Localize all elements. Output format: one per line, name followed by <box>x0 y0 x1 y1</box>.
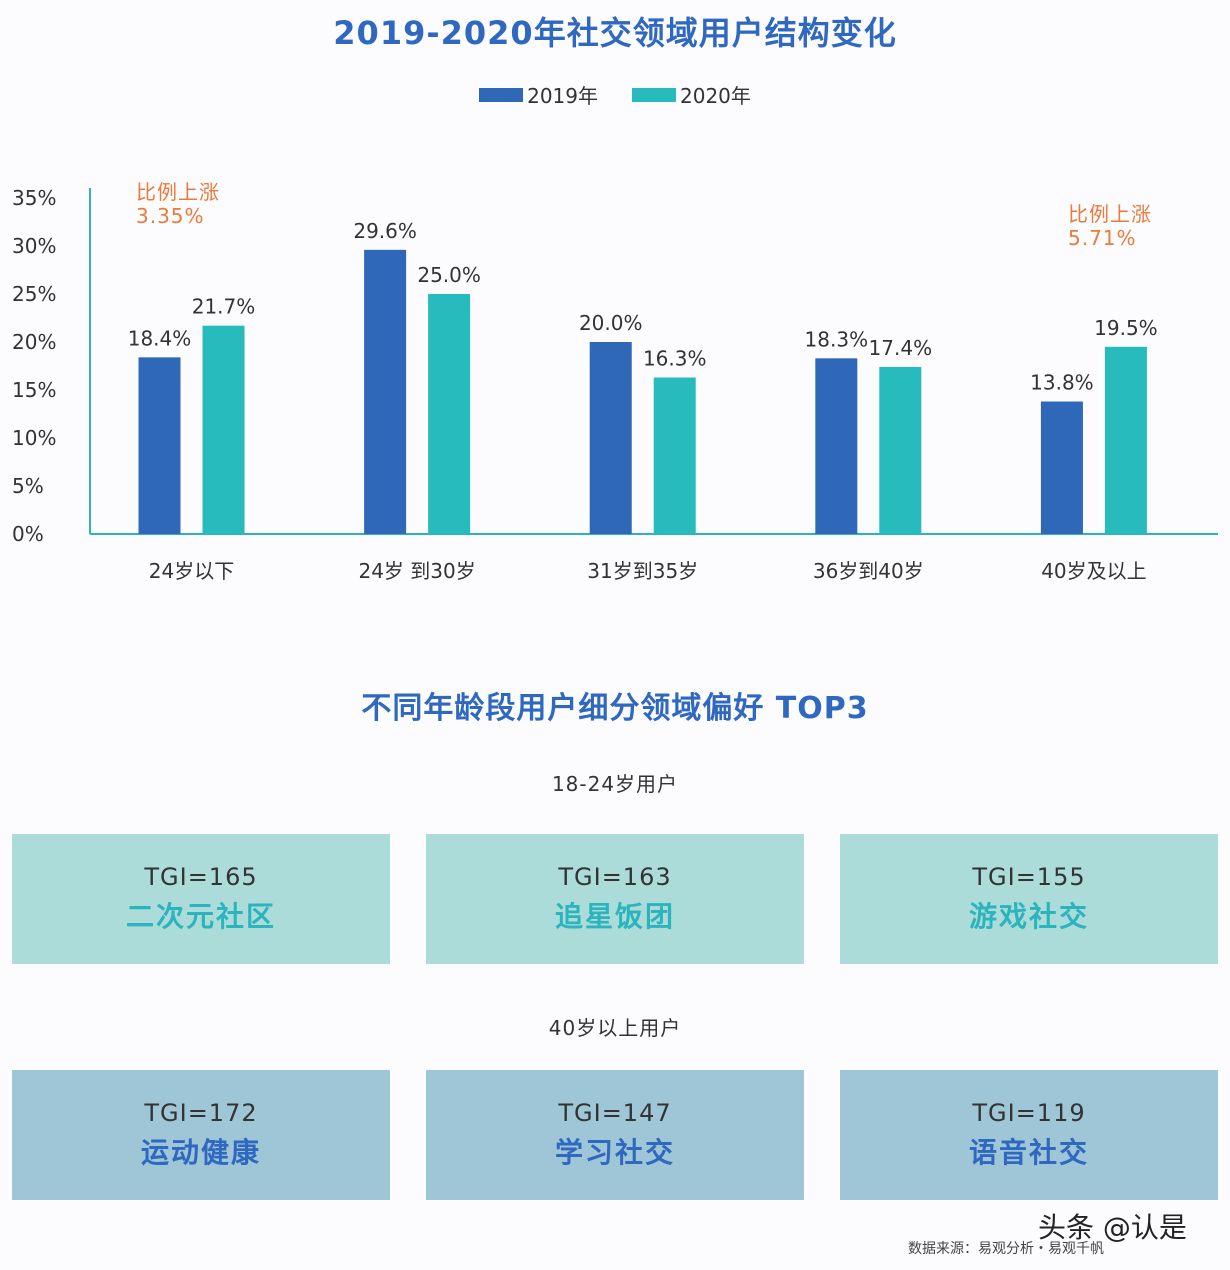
y-tick-label: 35% <box>12 186 56 210</box>
data-source: 数据来源：易观分析・易观千帆 <box>908 1241 1104 1257</box>
y-tick-label: 15% <box>12 378 56 402</box>
y-tick-label: 5% <box>12 474 44 498</box>
preference-section-title: 不同年龄段用户细分领域偏好 TOP3 <box>361 691 869 726</box>
legend-label-2020: 2020年 <box>680 84 751 108</box>
bar-2020 <box>202 325 245 534</box>
chart-title: 2019-2020年社交领域用户结构变化 <box>333 14 897 52</box>
bar-2020 <box>1104 346 1147 534</box>
annotation-rise-over-40: 比例上涨 5.71% <box>1068 202 1152 250</box>
y-tick-label: 10% <box>12 426 56 450</box>
x-tick-label: 36岁到40岁 <box>813 559 924 583</box>
domain-name: 学习社交 <box>554 1136 675 1169</box>
preference-card: TGI=163 追星饭团 <box>426 834 804 964</box>
annotation-rise-under-24: 比例上涨 3.35% <box>136 180 220 228</box>
domain-name: 二次元社区 <box>125 900 276 933</box>
tgi-value: TGI=165 <box>144 863 258 891</box>
y-tick-label: 25% <box>12 282 56 306</box>
bar-2019 <box>815 358 858 534</box>
data-label: 18.3% <box>805 327 869 351</box>
bar-2020 <box>428 294 471 534</box>
data-label: 29.6% <box>353 219 417 243</box>
data-label: 16.3% <box>643 347 707 371</box>
domain-name: 语音社交 <box>968 1136 1089 1169</box>
preference-cards-old: TGI=172 运动健康 TGI=147 学习社交 TGI=119 语音社交 <box>12 1070 1218 1200</box>
data-label: 20.0% <box>579 311 643 335</box>
x-tick-label: 24岁 到30岁 <box>358 559 475 583</box>
legend-swatch-2019 <box>479 87 524 102</box>
chart-legend: 2019年 2020年 <box>0 80 1230 109</box>
x-tick-label: 40岁及以上 <box>1041 559 1146 583</box>
group-label-young: 18-24岁用户 <box>551 772 679 796</box>
y-tick-label: 0% <box>12 522 44 546</box>
tgi-value: TGI=119 <box>972 1099 1086 1127</box>
preference-card: TGI=172 运动健康 <box>12 1070 390 1200</box>
group-label-old: 40岁以上用户 <box>548 1016 682 1040</box>
bar-2020 <box>879 366 922 534</box>
y-tick-label: 20% <box>12 330 56 354</box>
x-tick-label: 24岁以下 <box>149 559 234 583</box>
data-label: 25.0% <box>417 263 481 287</box>
x-tick-label: 31岁到35岁 <box>587 559 698 583</box>
bar-2019 <box>364 249 407 534</box>
bar-chart: 0% 5% 10% 15% 20% 25% 30% 35% 18.4%21.7% 24岁以下 29.… <box>12 186 1218 583</box>
data-label: 17.4% <box>869 336 933 360</box>
bar-2020 <box>653 377 696 534</box>
legend-item-2019: 2019年 <box>479 80 598 109</box>
tgi-value: TGI=147 <box>558 1099 672 1127</box>
domain-name: 游戏社交 <box>968 900 1089 933</box>
data-label: 18.4% <box>128 326 192 350</box>
preference-cards-young: TGI=165 二次元社区 TGI=163 追星饭团 TGI=155 游戏社交 <box>12 834 1218 964</box>
preference-card: TGI=165 二次元社区 <box>12 834 390 964</box>
preference-card: TGI=155 游戏社交 <box>840 834 1218 964</box>
data-label: 21.7% <box>192 295 256 319</box>
tgi-value: TGI=172 <box>144 1099 258 1127</box>
preference-card: TGI=119 语音社交 <box>840 1070 1218 1200</box>
y-tick-label: 30% <box>12 234 56 258</box>
data-label: 13.8% <box>1030 371 1094 395</box>
tgi-value: TGI=163 <box>558 863 672 891</box>
preference-card: TGI=147 学习社交 <box>426 1070 804 1200</box>
data-label: 19.5% <box>1094 316 1158 340</box>
legend-item-2020: 2020年 <box>632 80 751 109</box>
watermark: 头条 @认是 <box>1038 1211 1187 1244</box>
domain-name: 追星饭团 <box>554 900 675 933</box>
domain-name: 运动健康 <box>140 1136 261 1169</box>
bar-2019 <box>138 357 181 534</box>
legend-swatch-2020 <box>632 87 676 102</box>
tgi-value: TGI=155 <box>972 863 1086 891</box>
bar-2019 <box>589 342 632 534</box>
bar-2019 <box>1040 401 1083 534</box>
legend-label-2019: 2019年 <box>527 84 598 108</box>
